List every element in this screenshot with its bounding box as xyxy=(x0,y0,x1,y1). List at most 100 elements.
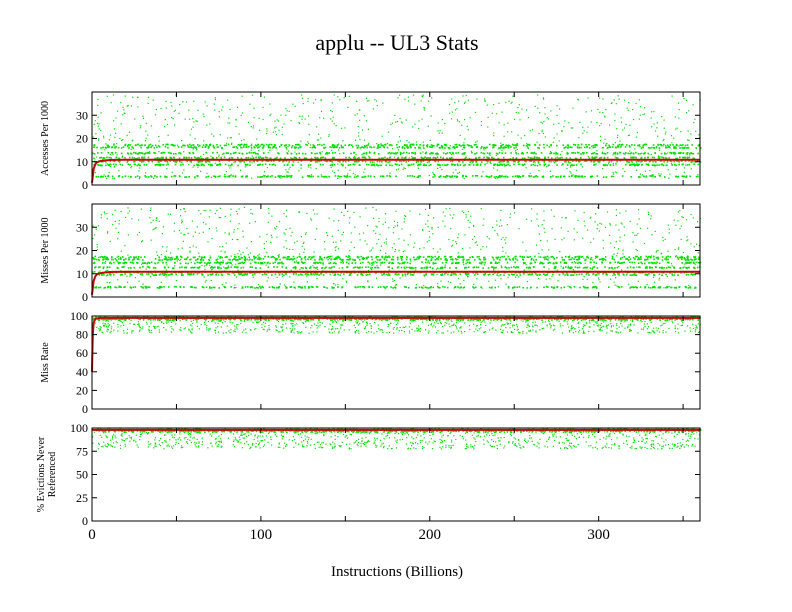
scatter-point xyxy=(520,137,522,139)
scatter-point xyxy=(316,139,318,141)
scatter-point xyxy=(333,266,335,268)
scatter-point xyxy=(262,286,264,289)
scatter-point xyxy=(266,160,269,162)
scatter-point xyxy=(316,273,319,275)
scatter-point xyxy=(370,146,373,149)
scatter-point xyxy=(501,149,503,151)
scatter-point xyxy=(111,258,113,261)
y-tick-label: 10 xyxy=(76,155,88,169)
scatter-point xyxy=(228,232,230,234)
scatter-point xyxy=(171,273,173,276)
scatter-point xyxy=(312,144,315,146)
scatter-point xyxy=(592,266,594,269)
scatter-point xyxy=(608,146,611,148)
scatter-point xyxy=(567,265,569,267)
scatter-point xyxy=(566,273,568,276)
scatter-point xyxy=(626,266,629,269)
scatter-point xyxy=(333,146,335,148)
scatter-point xyxy=(602,112,604,114)
scatter-point xyxy=(114,151,117,154)
scatter-point xyxy=(574,157,577,160)
scatter-point xyxy=(567,147,569,149)
scatter-point xyxy=(660,173,662,175)
scatter-point xyxy=(324,157,327,159)
scatter-point xyxy=(148,160,150,163)
scatter-point xyxy=(634,274,637,276)
scatter-point xyxy=(455,146,458,148)
scatter-point xyxy=(441,273,444,275)
scatter-point xyxy=(269,147,272,149)
scatter-point xyxy=(185,266,188,269)
scatter-point xyxy=(592,144,594,147)
scatter-point xyxy=(170,252,172,254)
scatter-point xyxy=(587,126,589,128)
scatter-point xyxy=(558,274,561,276)
scatter-point xyxy=(537,107,539,109)
scatter-point xyxy=(499,225,501,227)
scatter-point xyxy=(316,266,318,269)
scatter-point xyxy=(171,105,173,107)
scatter-point xyxy=(641,262,644,265)
scatter-point xyxy=(396,258,399,261)
scatter-point xyxy=(130,167,132,169)
scatter-point xyxy=(620,222,622,224)
scatter-point xyxy=(613,258,616,261)
scatter-point xyxy=(554,157,557,159)
scatter-point xyxy=(130,273,133,276)
scatter-point xyxy=(560,265,562,267)
scatter-point xyxy=(424,286,427,289)
scatter-point xyxy=(262,157,264,159)
scatter-point xyxy=(108,171,110,174)
scatter-point xyxy=(275,147,277,149)
scatter-point xyxy=(685,266,687,269)
scatter-point xyxy=(299,145,301,147)
scatter-point xyxy=(106,156,108,159)
scatter-point xyxy=(437,130,439,132)
scatter-point xyxy=(363,144,366,147)
scatter-point xyxy=(426,146,429,148)
scatter-point xyxy=(624,146,627,148)
scatter-point xyxy=(349,175,351,178)
scatter-point xyxy=(577,99,580,101)
scatter-point xyxy=(640,261,642,264)
scatter-point xyxy=(451,156,453,159)
scatter-point xyxy=(508,274,510,276)
scatter-point xyxy=(380,143,382,145)
scatter-point xyxy=(658,149,661,152)
scatter-point xyxy=(233,256,236,258)
scatter-point xyxy=(455,273,457,276)
scatter-point xyxy=(601,147,604,149)
scatter-point xyxy=(175,160,177,162)
scatter-point xyxy=(603,258,606,261)
scatter-point xyxy=(337,169,339,171)
scatter-point xyxy=(620,121,623,123)
scatter-point xyxy=(254,144,257,146)
scatter-point xyxy=(595,255,597,258)
scatter-point xyxy=(235,259,237,261)
scatter-point xyxy=(585,273,588,275)
scatter-point xyxy=(630,286,633,289)
scatter-point xyxy=(535,259,537,261)
scatter-point xyxy=(192,126,194,128)
scatter-point xyxy=(192,147,195,149)
scatter-point xyxy=(346,258,348,261)
scatter-point xyxy=(362,129,364,131)
scatter-point xyxy=(138,280,140,282)
scatter-point xyxy=(335,146,338,148)
scatter-point xyxy=(612,143,615,146)
scatter-point xyxy=(394,249,397,251)
scatter-point xyxy=(423,157,425,160)
scatter-point xyxy=(592,286,595,288)
scatter-point xyxy=(439,175,442,177)
scatter-point xyxy=(184,118,186,120)
scatter-point xyxy=(391,164,393,167)
scatter-point xyxy=(227,122,229,124)
scatter-point xyxy=(209,286,211,288)
scatter-point xyxy=(636,131,638,134)
scatter-point xyxy=(293,157,295,159)
scatter-point xyxy=(480,286,482,288)
scatter-point xyxy=(124,175,127,177)
scatter-point xyxy=(439,156,442,159)
scatter-point xyxy=(192,166,194,168)
scatter-point xyxy=(219,175,221,177)
